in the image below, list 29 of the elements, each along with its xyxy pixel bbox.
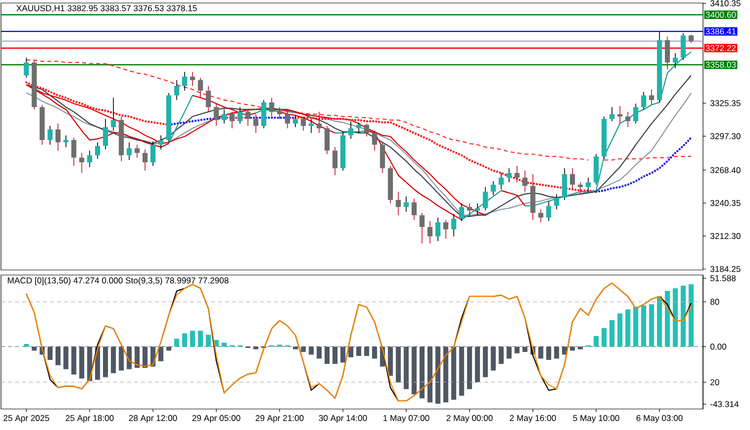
x-tick-label: 29 Apr 05:00 <box>192 415 240 423</box>
x-tick-label: 2 May 00:00 <box>446 415 493 423</box>
x-tick-label: 6 May 03:00 <box>636 415 683 423</box>
chart-title: XAUUSD,H1 3382.95 3383.57 3376.53 3378.15 <box>16 5 197 12</box>
chart-title: MACD [0](13,50) 47.274 0.000 Sto(9,3,5) 78.9997 77.2908 <box>8 277 228 286</box>
y-tick-label: 3410.35 <box>710 0 740 6</box>
y2-tick-label: 20 <box>710 379 720 386</box>
y-tick-label: 51.588 <box>710 275 736 282</box>
ref-line-label: 3358.03 <box>706 62 736 68</box>
y-tick-label: 3184.25 <box>710 266 740 272</box>
y-tick-label: -43.314 <box>710 401 739 408</box>
x-tick-label: 1 May 07:00 <box>383 415 430 423</box>
y-tick-label: 3297.30 <box>710 133 740 140</box>
x-tick-label: 5 May 10:00 <box>573 415 620 423</box>
x-tick-label: 25 Apr 2025 <box>4 415 50 423</box>
y-tick-label: 3240.35 <box>710 200 740 206</box>
x-tick-label: 30 Apr 14:00 <box>318 415 367 423</box>
y2-tick-label: 80 <box>710 298 720 305</box>
y-tick-label: 3212.30 <box>710 233 740 240</box>
x-tick-label: 25 Apr 18:00 <box>66 415 114 423</box>
x-tick-label: 29 Apr 21:00 <box>256 415 304 423</box>
x-tick-label: 28 Apr 12:00 <box>129 415 177 423</box>
y-tick-label: 3325.35 <box>710 100 740 106</box>
ref-line-label: 3372.22 <box>706 45 736 52</box>
y-tick-label: 0.00 <box>710 344 726 350</box>
y-tick-label: 3268.40 <box>710 167 740 174</box>
x-tick-label: 2 May 16:00 <box>510 415 556 423</box>
ref-line-label: 3400.60 <box>706 12 736 18</box>
ref-line-label: 3386.41 <box>706 28 736 34</box>
